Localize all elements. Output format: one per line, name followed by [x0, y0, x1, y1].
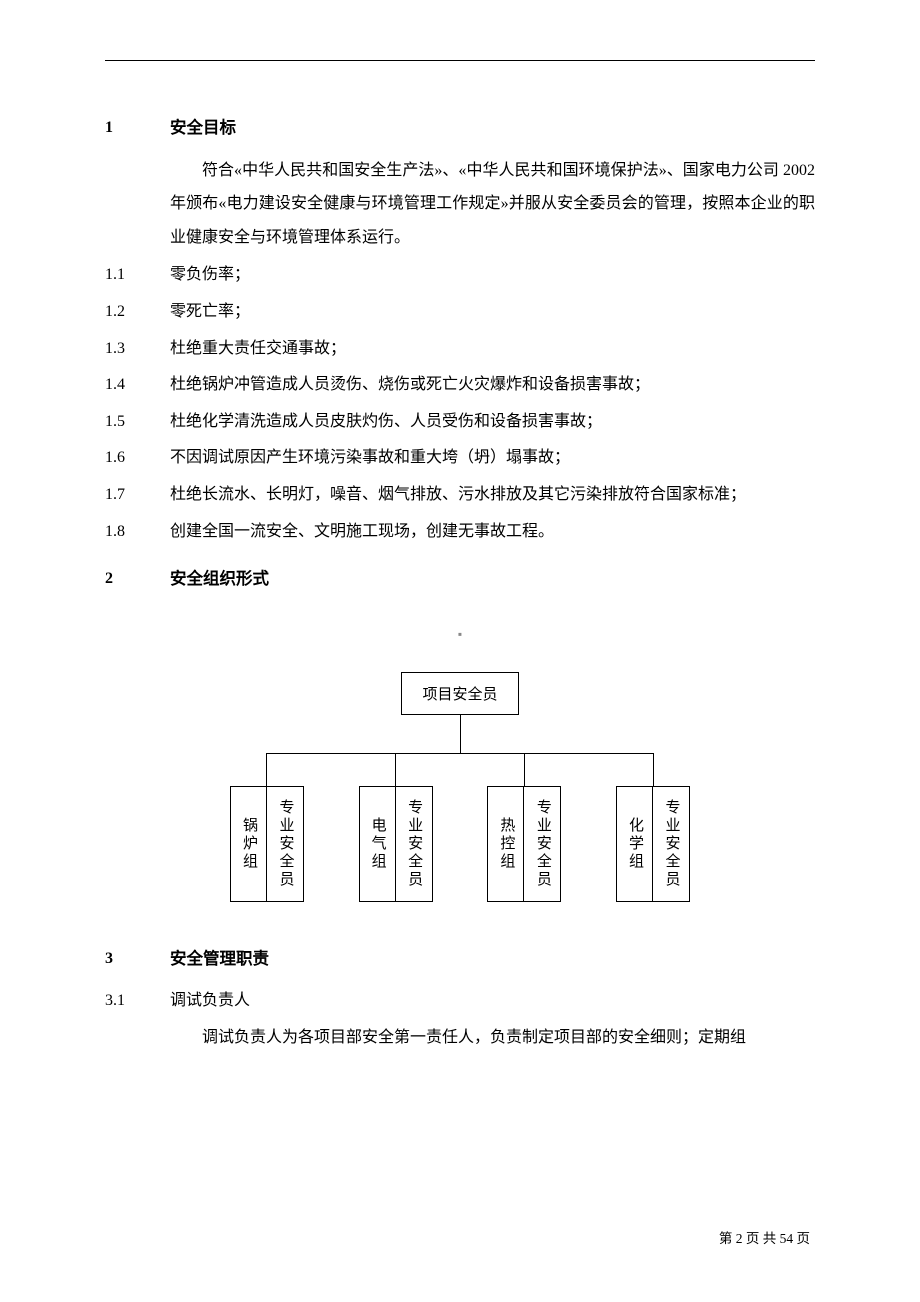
chart-child-column: 热控组专业安全员 [487, 786, 561, 902]
chart-child-connector [266, 754, 267, 786]
chart-role-label: 专业安全员 [524, 787, 560, 901]
list-row-num: 1.2 [105, 295, 170, 329]
section-1-header: 1 安全目标 [105, 111, 815, 146]
list-row-num: 1.1 [105, 258, 170, 292]
list-row: 1.4杜绝锅炉冲管造成人员烫伤、烧伤或死亡火灾爆炸和设备损害事故； [105, 368, 815, 402]
list-row-num: 1.4 [105, 368, 170, 402]
list-row: 1.1零负伤率； [105, 258, 815, 292]
sub-3-1-title: 调试负责人 [170, 984, 815, 1018]
top-horizontal-rule [105, 60, 815, 61]
list-row-text: 杜绝长流水、长明灯，噪音、烟气排放、污水排放及其它污染排放符合国家标准； [170, 478, 815, 512]
chart-child-connector [395, 754, 396, 786]
section-1-num: 1 [105, 111, 170, 146]
chart-group-box: 化学组专业安全员 [616, 786, 690, 902]
sub-3-1-row: 3.1 调试负责人 [105, 984, 815, 1018]
list-row-text: 零死亡率； [170, 295, 815, 329]
sub-3-1-num: 3.1 [105, 984, 170, 1018]
section-2-num: 2 [105, 562, 170, 597]
section-2-title: 安全组织形式 [170, 562, 269, 597]
list-row-text: 杜绝化学清洗造成人员皮肤灼伤、人员受伤和设备损害事故； [170, 405, 815, 439]
chart-child-column: 化学组专业安全员 [616, 786, 690, 902]
list-row: 1.6不因调试原因产生环境污染事故和重大垮（坍）塌事故； [105, 441, 815, 475]
section-1-intro: 符合«中华人民共和国安全生产法»、«中华人民共和国环境保护法»、国家电力公司 2… [170, 154, 815, 255]
center-dot-mark: ▪ [105, 627, 815, 642]
chart-child-connectors [230, 754, 690, 786]
chart-role-label: 专业安全员 [653, 787, 689, 901]
list-row-num: 1.5 [105, 405, 170, 439]
chart-role-label: 专业安全员 [267, 787, 303, 901]
chart-root-node: 项目安全员 [401, 672, 518, 715]
list-row-num: 1.3 [105, 332, 170, 366]
list-row: 1.3杜绝重大责任交通事故； [105, 332, 815, 366]
chart-root-connector [460, 715, 461, 753]
chart-child-column: 电气组专业安全员 [359, 786, 433, 902]
chart-group-box: 电气组专业安全员 [359, 786, 433, 902]
list-row-num: 1.8 [105, 515, 170, 549]
section-1-title: 安全目标 [170, 111, 236, 146]
chart-child-connector [524, 754, 525, 786]
list-row-text: 创建全国一流安全、文明施工现场，创建无事故工程。 [170, 515, 815, 549]
list-row-text: 零负伤率； [170, 258, 815, 292]
page-footer: 第 2 页 共 54 页 [719, 1227, 810, 1247]
list-row-num: 1.6 [105, 441, 170, 475]
chart-group-name: 热控组 [488, 787, 524, 901]
chart-child-connector [653, 754, 654, 786]
chart-role-label: 专业安全员 [396, 787, 432, 901]
chart-child-column: 锅炉组专业安全员 [230, 786, 304, 902]
chart-group-name: 锅炉组 [231, 787, 267, 901]
chart-group-box: 锅炉组专业安全员 [230, 786, 304, 902]
section-3-header: 3 安全管理职责 [105, 942, 815, 977]
section-2-header: 2 安全组织形式 [105, 562, 815, 597]
chart-group-box: 热控组专业安全员 [487, 786, 561, 902]
section-3-num: 3 [105, 942, 170, 977]
chart-children-row: 锅炉组专业安全员电气组专业安全员热控组专业安全员化学组专业安全员 [230, 786, 690, 902]
org-chart: 项目安全员 锅炉组专业安全员电气组专业安全员热控组专业安全员化学组专业安全员 [105, 672, 815, 902]
list-row: 1.5杜绝化学清洗造成人员皮肤灼伤、人员受伤和设备损害事故； [105, 405, 815, 439]
list-row: 1.2零死亡率； [105, 295, 815, 329]
list-row-text: 不因调试原因产生环境污染事故和重大垮（坍）塌事故； [170, 441, 815, 475]
chart-group-name: 化学组 [617, 787, 653, 901]
list-row-num: 1.7 [105, 478, 170, 512]
list-row: 1.8创建全国一流安全、文明施工现场，创建无事故工程。 [105, 515, 815, 549]
chart-group-name: 电气组 [360, 787, 396, 901]
sub-3-1-body: 调试负责人为各项目部安全第一责任人，负责制定项目部的安全细则；定期组 [170, 1021, 815, 1055]
list-row-text: 杜绝重大责任交通事故； [170, 332, 815, 366]
section-3-title: 安全管理职责 [170, 942, 269, 977]
list-row-text: 杜绝锅炉冲管造成人员烫伤、烧伤或死亡火灾爆炸和设备损害事故； [170, 368, 815, 402]
list-row: 1.7杜绝长流水、长明灯，噪音、烟气排放、污水排放及其它污染排放符合国家标准； [105, 478, 815, 512]
